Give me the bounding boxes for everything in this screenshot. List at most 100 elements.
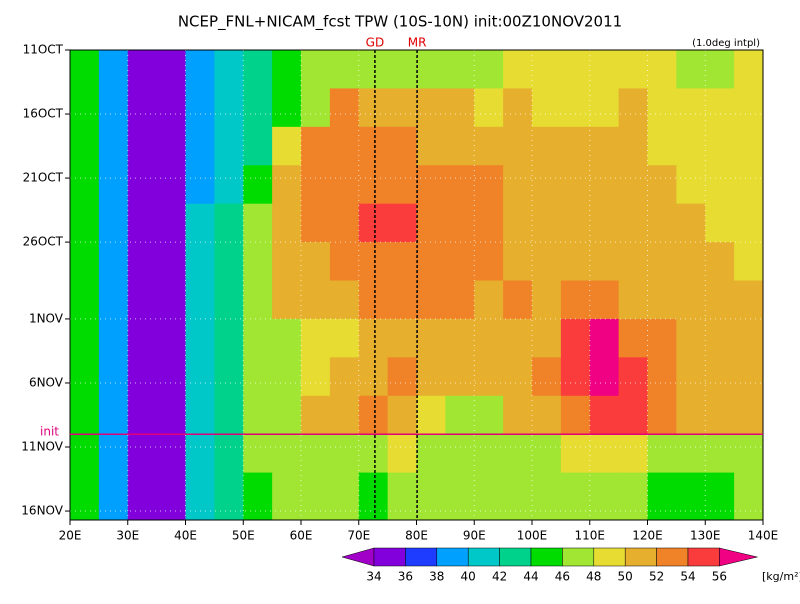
cell <box>445 88 475 128</box>
cell <box>70 434 100 474</box>
colorbar-swatch <box>341 547 375 567</box>
cell <box>734 357 764 397</box>
cell <box>705 318 735 358</box>
cell <box>185 472 215 521</box>
cell <box>416 165 446 205</box>
cell <box>272 242 302 282</box>
colorbar-swatch <box>593 547 626 567</box>
cell <box>70 357 100 397</box>
cell <box>358 165 389 205</box>
x-tick-label: 50E <box>232 529 255 543</box>
cell <box>127 472 158 521</box>
colorbar-swatch <box>719 547 758 567</box>
cell <box>329 165 360 205</box>
cell <box>445 242 475 282</box>
cell <box>416 280 446 320</box>
cell <box>705 434 735 474</box>
cell <box>214 242 244 282</box>
cell <box>358 280 389 320</box>
cell <box>532 242 562 282</box>
cell <box>272 357 302 397</box>
cell <box>560 50 591 89</box>
cell <box>387 88 417 128</box>
cell <box>301 434 331 474</box>
cell <box>474 318 504 358</box>
cell <box>589 395 620 435</box>
cell <box>445 434 475 474</box>
cell <box>503 318 533 358</box>
cell <box>70 50 100 89</box>
cell <box>503 165 533 205</box>
cell <box>387 126 417 166</box>
cell <box>560 395 591 435</box>
cell <box>272 126 302 166</box>
cell <box>329 395 360 435</box>
cell <box>618 88 648 128</box>
cell <box>647 88 677 128</box>
cell <box>387 357 417 397</box>
cell <box>214 395 244 435</box>
colorbar-swatch <box>373 547 406 567</box>
cell <box>647 472 677 521</box>
cell <box>416 126 446 166</box>
marker-label: GD <box>366 36 385 50</box>
cell <box>532 472 562 521</box>
cell <box>243 126 273 166</box>
cell <box>243 434 273 474</box>
cell <box>503 472 533 521</box>
cell <box>416 395 446 435</box>
cell <box>676 88 706 128</box>
cell <box>329 242 360 282</box>
cell <box>474 395 504 435</box>
cell <box>98 434 129 474</box>
cell <box>589 165 620 205</box>
cell <box>329 472 360 521</box>
cell <box>705 472 735 521</box>
cell <box>156 165 186 205</box>
cell <box>647 165 677 205</box>
units: [kg/m²] <box>762 570 800 583</box>
x-tick-label: 130E <box>690 529 721 543</box>
cell <box>618 280 648 320</box>
cell <box>127 88 158 128</box>
cell <box>70 395 100 435</box>
x-tick-label: 110E <box>575 529 606 543</box>
cell <box>358 50 389 89</box>
cell <box>358 472 389 521</box>
cell <box>185 434 215 474</box>
cell <box>272 203 302 243</box>
cell <box>589 280 620 320</box>
cell <box>474 280 504 320</box>
cell <box>329 280 360 320</box>
cell <box>705 242 735 282</box>
cell <box>589 318 620 358</box>
cell <box>647 50 677 89</box>
cell <box>243 88 273 128</box>
cell <box>647 357 677 397</box>
cell <box>214 357 244 397</box>
cell <box>705 280 735 320</box>
cell <box>127 318 158 358</box>
cell <box>647 203 677 243</box>
cell <box>589 357 620 397</box>
cell <box>416 88 446 128</box>
cell <box>214 165 244 205</box>
cell <box>243 242 273 282</box>
cell <box>676 434 706 474</box>
note: (1.0deg intpl) <box>692 38 760 49</box>
cell <box>214 434 244 474</box>
cell <box>532 357 562 397</box>
cell <box>156 242 186 282</box>
cell <box>416 203 446 243</box>
cell <box>618 357 648 397</box>
cell <box>647 395 677 435</box>
colorbar-swatch <box>405 547 438 567</box>
marker-label: MR <box>408 36 427 50</box>
cell <box>127 242 158 282</box>
cell <box>416 434 446 474</box>
cell <box>734 126 764 166</box>
cell <box>156 88 186 128</box>
cell <box>560 434 591 474</box>
cell <box>358 318 389 358</box>
cell <box>127 395 158 435</box>
